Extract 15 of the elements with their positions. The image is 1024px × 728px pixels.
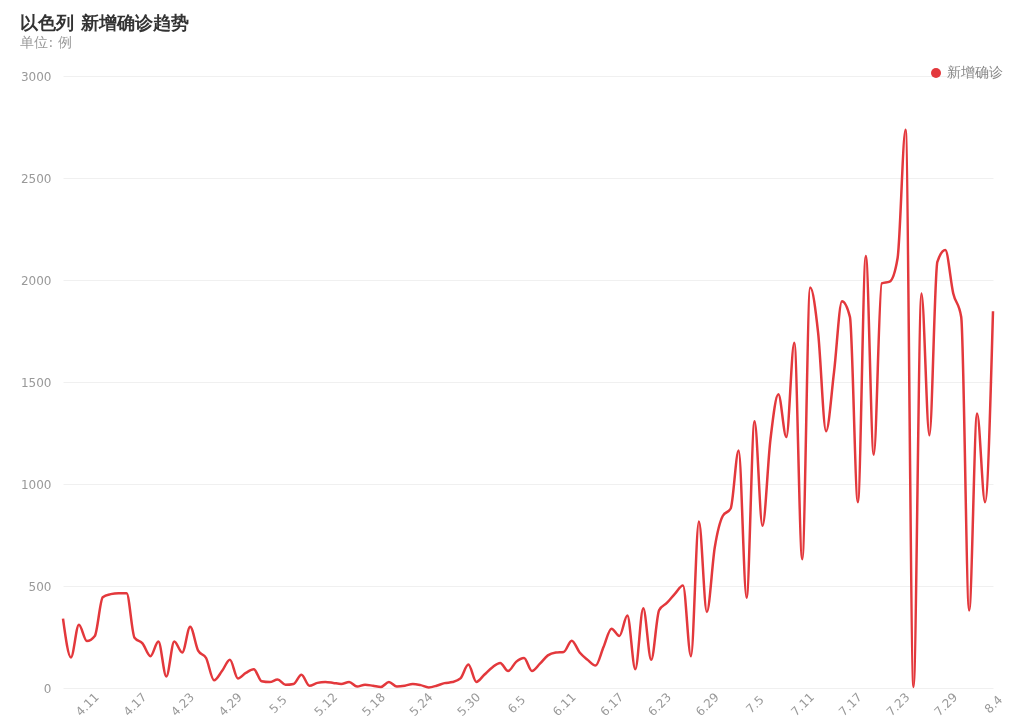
x-tick-label: 6.5 <box>504 692 529 717</box>
x-tick-label: 5.5 <box>266 692 290 717</box>
y-tick-label: 1000 <box>20 477 52 492</box>
y-tick-label: 2000 <box>20 273 52 288</box>
y-tick-label: 1500 <box>20 375 52 390</box>
y-tick-label: 2500 <box>20 171 52 186</box>
y-tick-label: 500 <box>28 579 52 594</box>
x-tick-label: 7.5 <box>743 692 767 717</box>
line-series <box>61 128 995 689</box>
chart-title: 以色列 新增确诊趋势 <box>20 12 189 33</box>
y-tick-label: 0 <box>43 681 52 696</box>
y-tick-label: 3000 <box>20 69 52 84</box>
x-tick-label: 8.4 <box>981 692 1006 717</box>
chart-subtitle: 单位: 例 <box>20 34 72 50</box>
legend-label: 新增确诊 <box>947 64 1003 80</box>
